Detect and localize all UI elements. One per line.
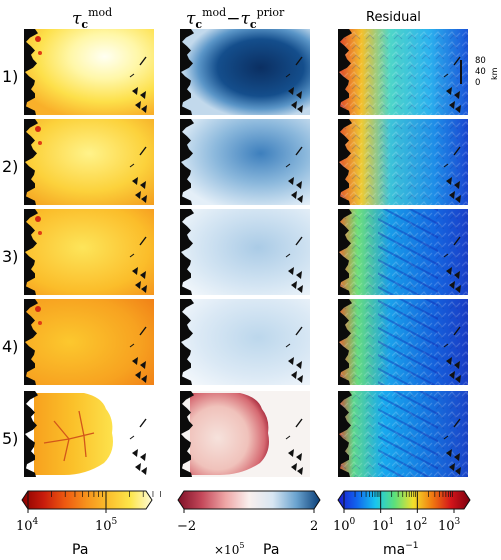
colorbar-tick-label: 104 bbox=[16, 517, 39, 534]
row-label: 1) bbox=[2, 67, 18, 86]
column-title-base-a: τ bbox=[186, 9, 196, 29]
map-panel bbox=[338, 209, 468, 295]
map-panel bbox=[180, 391, 310, 477]
map-panel bbox=[180, 29, 310, 115]
map-panel bbox=[338, 299, 468, 385]
map-panel bbox=[24, 391, 154, 477]
colorbar-basal-stress: 104 105 Pa bbox=[16, 490, 161, 558]
column-title-sub-a: c bbox=[195, 18, 202, 31]
map-panel bbox=[338, 29, 468, 115]
row-label: 5) bbox=[2, 429, 18, 448]
row-label: 4) bbox=[2, 337, 18, 356]
scale-unit: km bbox=[490, 67, 499, 80]
scale-bar: 80 40 0 km bbox=[460, 56, 499, 88]
colorbar-tick-label: 2 bbox=[310, 519, 318, 534]
column-title-sup-a: mod bbox=[202, 6, 226, 19]
colorbar-tick-label: −2 bbox=[177, 519, 196, 534]
colorbar-multiplier: ×105 bbox=[214, 541, 244, 557]
map-panel bbox=[24, 299, 154, 385]
colorbar-unit: Pa bbox=[263, 542, 279, 558]
map-panel bbox=[180, 119, 310, 205]
colorbar-tick-label: 102 bbox=[405, 517, 427, 534]
scale-tick-label: 80 bbox=[475, 56, 486, 66]
row-label: 2) bbox=[2, 157, 18, 176]
colorbar-tick-label: 101 bbox=[372, 517, 394, 534]
colorbar-tick-label: 103 bbox=[438, 517, 461, 534]
column-title-sup-b: prior bbox=[257, 6, 285, 19]
column-title-modelled-stress: τcmod bbox=[72, 6, 112, 31]
colorbar-unit: ma−1 bbox=[383, 541, 419, 558]
colorbar-tick-label: 100 bbox=[333, 517, 356, 534]
column-title-minus: − bbox=[226, 9, 240, 29]
map-panel bbox=[338, 119, 468, 205]
column-title-base-b: τ bbox=[240, 9, 250, 29]
column-title-residual: Residual bbox=[366, 10, 421, 25]
map-panel bbox=[180, 299, 310, 385]
map-panel bbox=[180, 209, 310, 295]
colorbar-unit: Pa bbox=[72, 542, 88, 558]
colorbar-tick-label: 105 bbox=[95, 517, 118, 534]
row-label: 3) bbox=[2, 247, 18, 266]
map-panel bbox=[24, 209, 154, 295]
scale-tick-label: 40 bbox=[475, 67, 486, 77]
row-labels: 1) 2) 3) 4) 5) bbox=[2, 67, 18, 448]
colorbar-stress-difference: −2 2 ×105 Pa bbox=[177, 490, 321, 558]
map-panel bbox=[24, 29, 154, 115]
scale-tick-label: 0 bbox=[475, 78, 480, 88]
map-panel bbox=[338, 391, 468, 477]
column-title-stress-difference: τcmod−τcprior bbox=[186, 6, 285, 31]
colorbar-residual: 100 101 102 103 ma−1 bbox=[333, 490, 471, 558]
column-title-sub-b: c bbox=[250, 18, 257, 31]
column-title-sup: mod bbox=[88, 6, 112, 19]
column-title-sub: c bbox=[81, 18, 88, 31]
column-title-base: τ bbox=[72, 9, 82, 29]
map-panel bbox=[24, 119, 154, 205]
map-panel-grid bbox=[24, 29, 468, 477]
